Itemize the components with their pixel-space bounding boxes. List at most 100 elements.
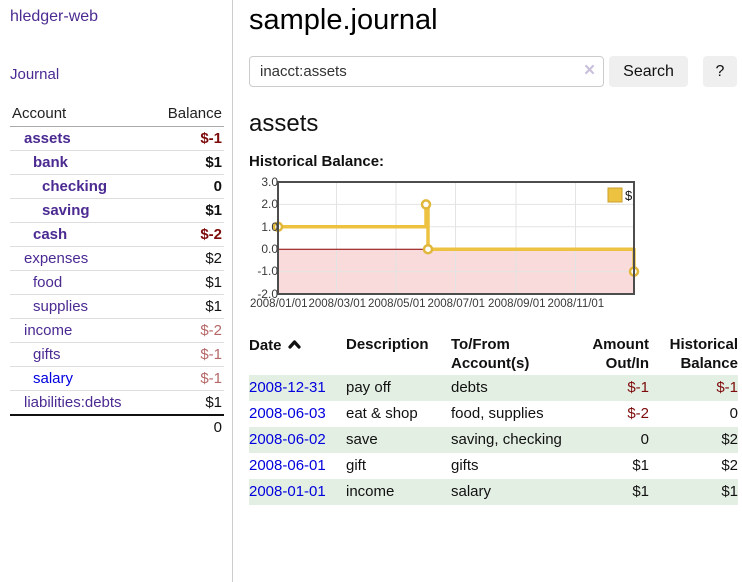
transaction-accounts: saving, checking xyxy=(451,427,568,453)
sidebar: hledger-web Journal Account Balance asse… xyxy=(0,0,233,582)
transaction-accounts: debts xyxy=(451,375,568,401)
help-button[interactable]: ? xyxy=(702,56,737,87)
sort-asc-icon xyxy=(287,335,301,354)
transaction-date-link[interactable]: 2008-12-31 xyxy=(249,379,326,396)
account-row: cash $-2 xyxy=(10,222,224,247)
transaction-description: income xyxy=(346,479,451,505)
account-row: gifts $-1 xyxy=(10,342,224,367)
account-link-checking[interactable]: checking xyxy=(42,178,108,195)
search-button[interactable]: Search xyxy=(609,56,688,87)
account-link-cash[interactable]: cash xyxy=(33,226,68,243)
transaction-date-link[interactable]: 2008-06-01 xyxy=(249,457,326,474)
account-heading: assets xyxy=(249,110,319,137)
account-balance: $-1 xyxy=(150,342,224,367)
x-tick: 2008/03/01 xyxy=(308,298,366,310)
y-tick: 1.0 xyxy=(261,220,278,234)
transaction-amount: $1 xyxy=(568,479,649,505)
accounts-header-account: Account xyxy=(10,103,151,127)
y-tick: 0.0 xyxy=(261,242,278,256)
account-balance: $2 xyxy=(150,246,224,271)
account-link-expenses[interactable]: expenses xyxy=(24,250,89,267)
account-balance: $1 xyxy=(150,270,224,295)
transaction-date-link[interactable]: 2008-01-01 xyxy=(249,483,326,500)
register-header-date-label: Date xyxy=(249,337,282,354)
transaction-balance: $2 xyxy=(721,457,738,474)
account-row: liabilities:debts $1 xyxy=(10,391,224,416)
search-input[interactable] xyxy=(249,56,605,87)
account-link-salary[interactable]: salary xyxy=(33,370,74,387)
account-balance: $-2 xyxy=(150,318,224,343)
y-tick: 2.0 xyxy=(261,197,278,211)
account-row: assets $-1 xyxy=(10,126,224,151)
account-link-bank[interactable]: bank xyxy=(33,154,69,171)
account-link-liabilities-debts[interactable]: liabilities:debts xyxy=(24,394,122,411)
plot-border xyxy=(277,181,635,295)
accounts-table: Account Balance assets $-1 bank $1 check… xyxy=(10,103,224,439)
transaction-balance: $-1 xyxy=(649,375,738,401)
account-row: food $1 xyxy=(10,270,224,295)
account-link-supplies[interactable]: supplies xyxy=(33,298,89,315)
nav-journal-link[interactable]: Journal xyxy=(10,66,60,83)
x-tick: 2008/09/01 xyxy=(488,298,545,310)
account-link-food[interactable]: food xyxy=(33,274,63,291)
transaction-balance: $2 xyxy=(649,427,738,453)
account-row: checking 0 xyxy=(10,174,224,199)
historical-balance-chart: $ 3.0 2.0 1.0 0.0 -1.0 -2.0 2008/01/01 2… xyxy=(249,175,649,317)
register-header-description: Description xyxy=(346,336,429,353)
register-header-balance: Historical Balance xyxy=(669,336,738,372)
transaction-amount: $-1 xyxy=(568,375,649,401)
transaction-date-link[interactable]: 2008-06-03 xyxy=(249,405,326,422)
transaction-description: save xyxy=(346,427,451,453)
account-balance: $1 xyxy=(150,198,224,223)
transaction-amount: 0 xyxy=(568,427,649,453)
transaction-balance: 0 xyxy=(729,405,738,422)
search-form: × Search ? xyxy=(249,56,737,87)
register-row: 2008-06-02 save saving, checking 0 $2 xyxy=(249,427,738,453)
main-content: sample.journal × Search ? assets Histori… xyxy=(248,0,742,505)
transaction-amount: $1 xyxy=(632,457,649,474)
register-row: 2008-01-01 income salary $1 $1 xyxy=(249,479,738,505)
app-title: hledger-web xyxy=(10,8,232,26)
account-row: income $-2 xyxy=(10,318,224,343)
register-header-amount: Amount Out/In xyxy=(592,336,649,372)
account-row: bank $1 xyxy=(10,150,224,175)
register-header-date[interactable]: Date xyxy=(249,333,346,375)
nav-journal: Journal xyxy=(10,66,232,83)
chart-legend: $ xyxy=(607,187,633,203)
register-table: Date Description To/From Account(s) Amou… xyxy=(249,333,738,505)
account-balance: 0 xyxy=(150,174,224,199)
transaction-accounts: gifts xyxy=(451,457,479,474)
y-tick: -2.0 xyxy=(257,287,278,301)
account-balance: $-2 xyxy=(150,222,224,247)
account-balance: $-1 xyxy=(150,366,224,391)
account-link-assets[interactable]: assets xyxy=(24,130,71,147)
account-row: supplies $1 xyxy=(10,294,224,319)
account-row: salary $-1 xyxy=(10,366,224,391)
page-title: sample.journal xyxy=(249,4,438,36)
clear-search-icon[interactable]: × xyxy=(584,60,596,81)
y-tick: 3.0 xyxy=(261,175,278,189)
accounts-total-row: 0 xyxy=(10,414,224,439)
register-header-accounts: To/From Account(s) xyxy=(451,336,530,372)
account-balance: $-1 xyxy=(150,126,224,151)
account-link-saving[interactable]: saving xyxy=(42,202,90,219)
account-row: expenses $2 xyxy=(10,246,224,271)
register-row: 2008-12-31 pay off debts $-1 $-1 xyxy=(249,375,738,401)
register-row: 2008-06-01 gift gifts $1 $2 xyxy=(249,453,738,479)
y-tick: -1.0 xyxy=(257,264,278,278)
account-row: saving $1 xyxy=(10,198,224,223)
chart-title: Historical Balance: xyxy=(249,153,385,170)
account-link-gifts[interactable]: gifts xyxy=(33,346,61,363)
accounts-total-value: 0 xyxy=(150,414,224,439)
account-link-income[interactable]: income xyxy=(24,322,73,339)
transaction-balance: $1 xyxy=(649,479,738,505)
x-tick: 2008/11/01 xyxy=(547,298,605,310)
app-title-link[interactable]: hledger-web xyxy=(10,8,99,25)
chart-canvas: $ xyxy=(272,181,640,295)
transaction-date-link[interactable]: 2008-06-02 xyxy=(249,431,326,448)
legend-swatch xyxy=(607,187,623,203)
account-balance: $1 xyxy=(205,394,222,411)
transaction-description: pay off xyxy=(346,375,451,401)
accounts-header-balance: Balance xyxy=(150,103,224,127)
transaction-description: eat & shop xyxy=(346,405,418,422)
